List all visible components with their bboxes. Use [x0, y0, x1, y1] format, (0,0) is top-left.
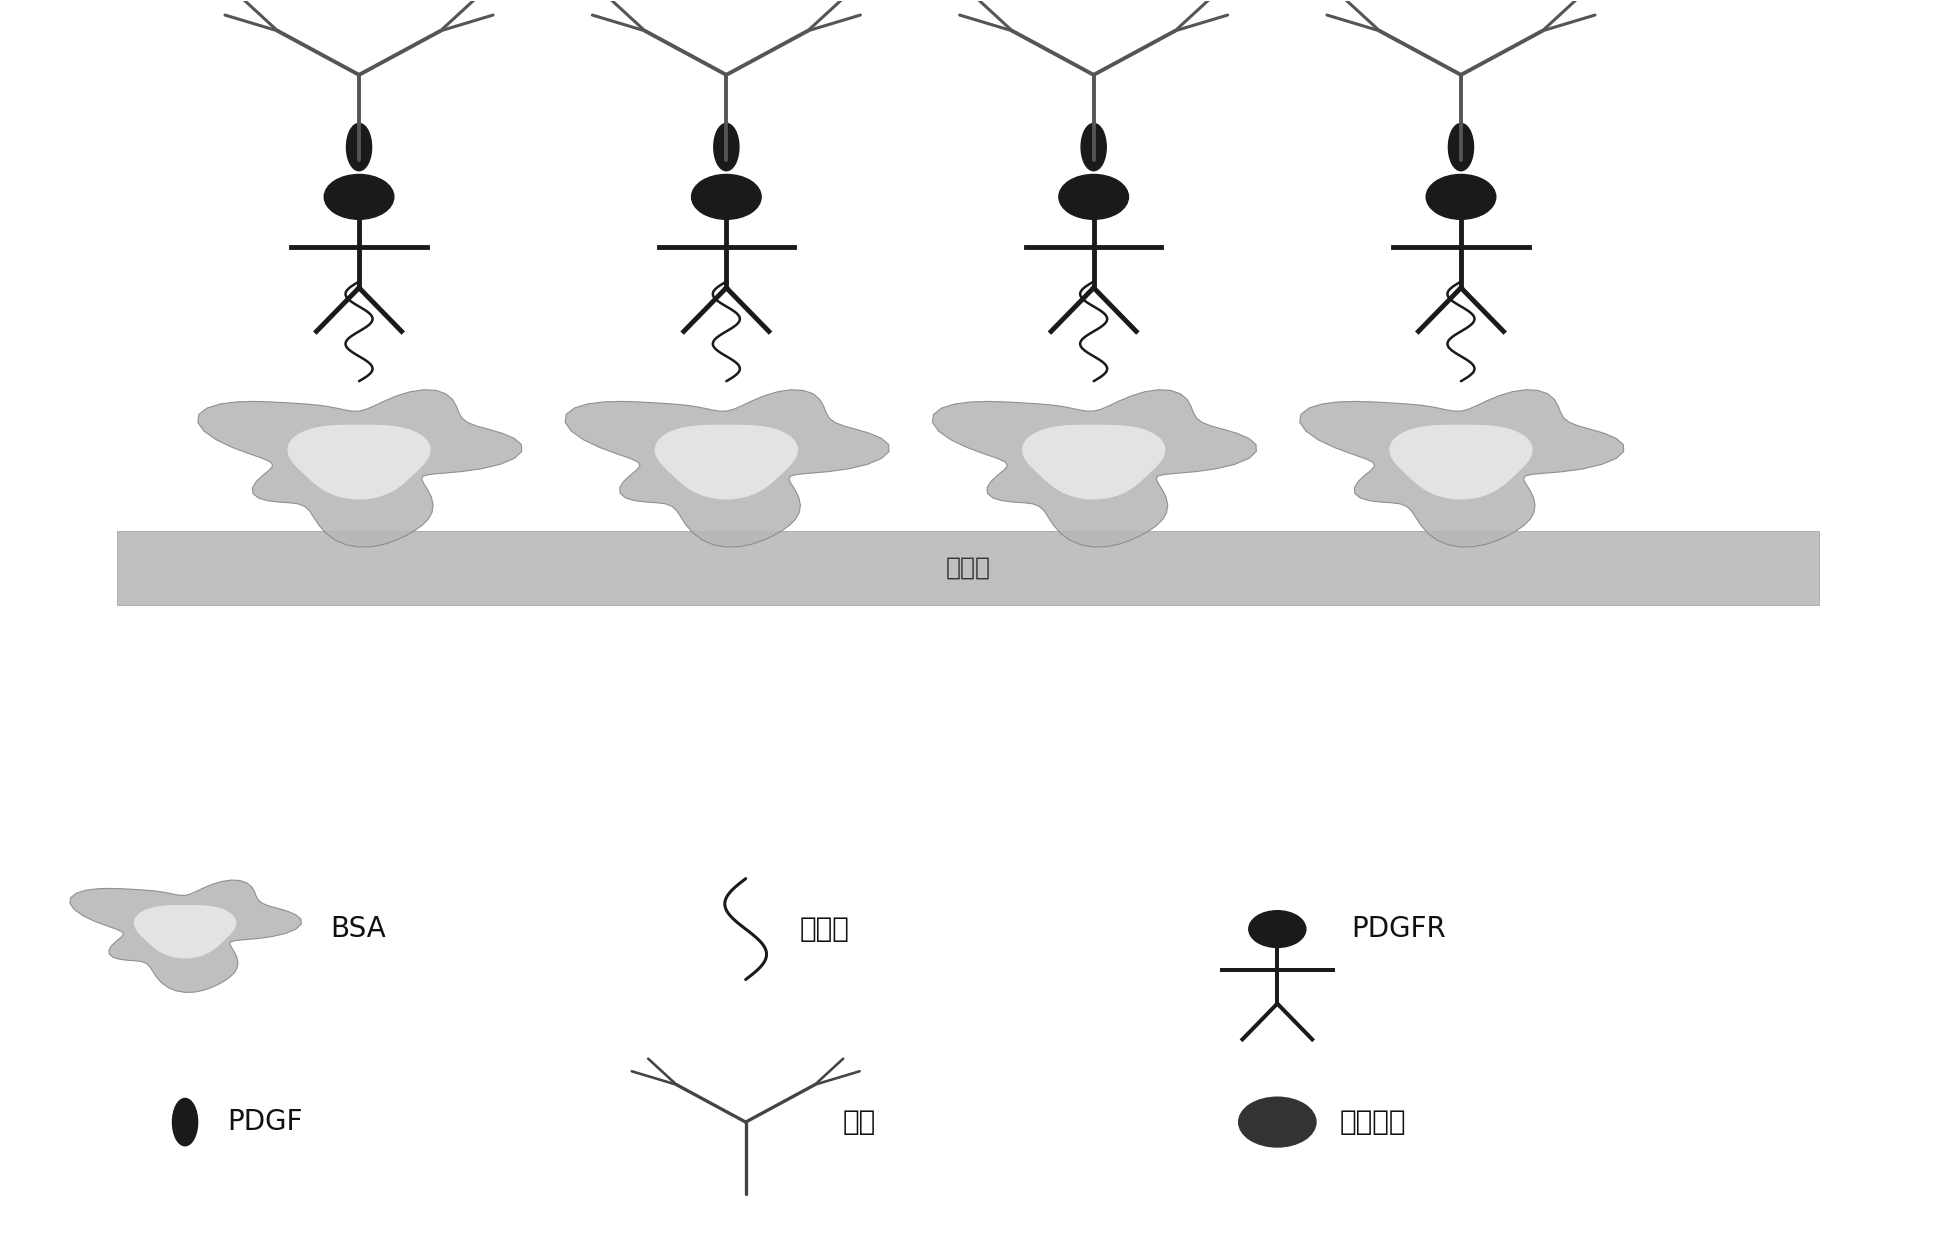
Polygon shape: [1022, 424, 1165, 499]
Polygon shape: [1299, 389, 1624, 547]
Circle shape: [1427, 175, 1497, 220]
Text: PDGFR: PDGFR: [1351, 915, 1446, 943]
Polygon shape: [654, 424, 798, 499]
Polygon shape: [134, 905, 236, 958]
Circle shape: [691, 175, 761, 220]
Polygon shape: [287, 424, 430, 499]
Text: 玻璃片: 玻璃片: [945, 555, 991, 580]
Text: 戊二醛: 戊二醛: [800, 915, 850, 943]
Text: BSA: BSA: [329, 915, 385, 943]
Text: PDGF: PDGF: [228, 1108, 304, 1136]
Polygon shape: [933, 389, 1256, 547]
Ellipse shape: [172, 1098, 197, 1146]
Circle shape: [1059, 175, 1129, 220]
Text: 抗体: 抗体: [842, 1108, 875, 1136]
Polygon shape: [565, 389, 889, 547]
Polygon shape: [1390, 424, 1533, 499]
Polygon shape: [70, 880, 302, 992]
Ellipse shape: [714, 124, 740, 171]
Circle shape: [1249, 911, 1307, 947]
Bar: [118, 530, 1818, 605]
Circle shape: [1239, 1097, 1316, 1147]
Ellipse shape: [347, 124, 372, 171]
Ellipse shape: [1080, 124, 1105, 171]
Circle shape: [323, 175, 393, 220]
Polygon shape: [197, 389, 523, 547]
Ellipse shape: [1448, 124, 1473, 171]
Text: 荧光分子: 荧光分子: [1340, 1108, 1406, 1136]
